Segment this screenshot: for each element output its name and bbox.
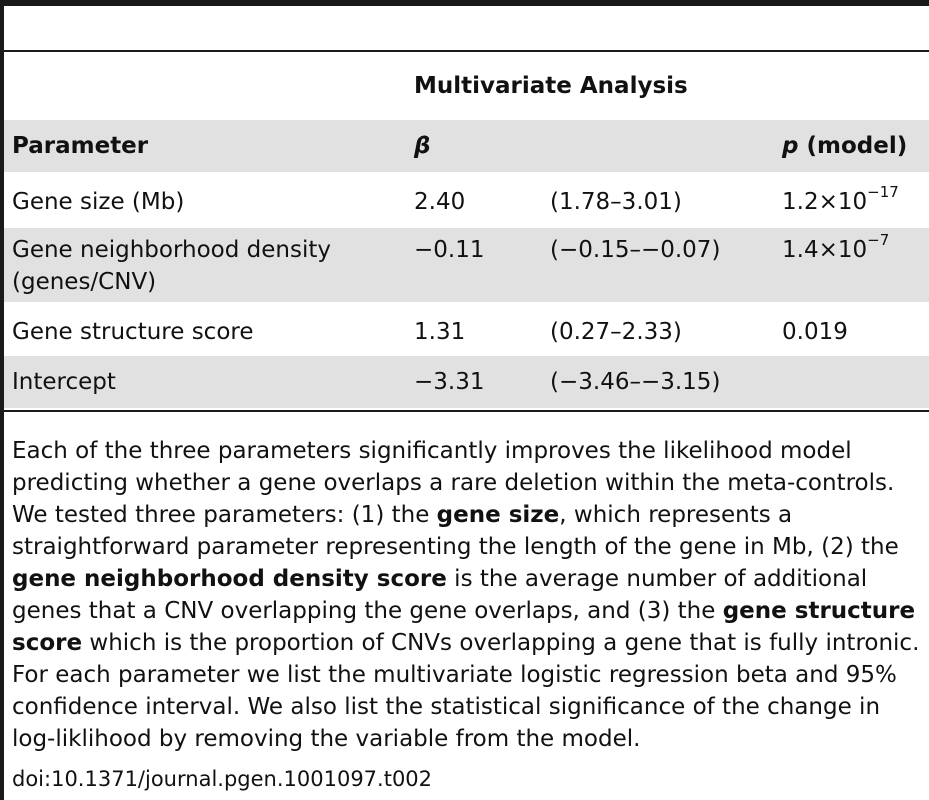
cell-parameter: Gene structure score bbox=[12, 319, 254, 345]
table-row: Gene structure score 1.31 (0.27–2.33) 0.… bbox=[4, 306, 929, 352]
cell-p: 1.2×10−17 bbox=[782, 183, 899, 216]
group-header: Multivariate Analysis bbox=[414, 73, 688, 99]
col-parameter: Parameter bbox=[12, 133, 149, 159]
cell-beta: 1.31 bbox=[414, 319, 466, 345]
table-row: Intercept −3.31 (−3.46–−3.15) bbox=[4, 356, 929, 408]
cell-parameter-cont: (genes/CNV) bbox=[12, 269, 157, 295]
cell-ci: (0.27–2.33) bbox=[550, 319, 682, 345]
cell-parameter: Gene neighborhood density bbox=[12, 237, 331, 263]
cell-ci: (1.78–3.01) bbox=[550, 189, 682, 215]
table-row: Gene size (Mb) 2.40 (1.78–3.01) 1.2×10−1… bbox=[4, 178, 929, 226]
cell-parameter: Intercept bbox=[12, 369, 116, 395]
table-bottom-rule bbox=[4, 410, 929, 412]
col-beta: β bbox=[414, 133, 431, 159]
term-gene-neighborhood-density: gene neighborhood density score bbox=[12, 566, 447, 592]
doi: doi:10.1371/journal.pgen.1001097.t002 bbox=[12, 767, 433, 791]
table-row: Gene neighborhood density (genes/CNV) −0… bbox=[4, 228, 929, 302]
cell-beta: −0.11 bbox=[414, 237, 485, 263]
top-border bbox=[4, 0, 929, 6]
cell-parameter: Gene size (Mb) bbox=[12, 189, 185, 215]
column-header-row: Parameter β p (model) bbox=[4, 120, 929, 172]
cell-beta: −3.31 bbox=[414, 369, 485, 395]
table-caption: Each of the three parameters significant… bbox=[12, 438, 920, 752]
cell-beta: 2.40 bbox=[414, 189, 466, 215]
col-p-model: p (model) bbox=[782, 133, 908, 159]
cell-ci: (−3.46–−3.15) bbox=[550, 369, 721, 395]
cell-p: 1.4×10−7 bbox=[782, 231, 890, 264]
left-border bbox=[0, 0, 4, 800]
header-rule bbox=[4, 50, 929, 52]
term-gene-size: gene size bbox=[436, 502, 560, 528]
cell-p: 0.019 bbox=[782, 319, 848, 345]
term-gene-structure-score: gene structure score bbox=[12, 598, 916, 656]
cell-ci: (−0.15–−0.07) bbox=[550, 237, 721, 263]
group-header-row: Multivariate Analysis bbox=[4, 66, 929, 106]
